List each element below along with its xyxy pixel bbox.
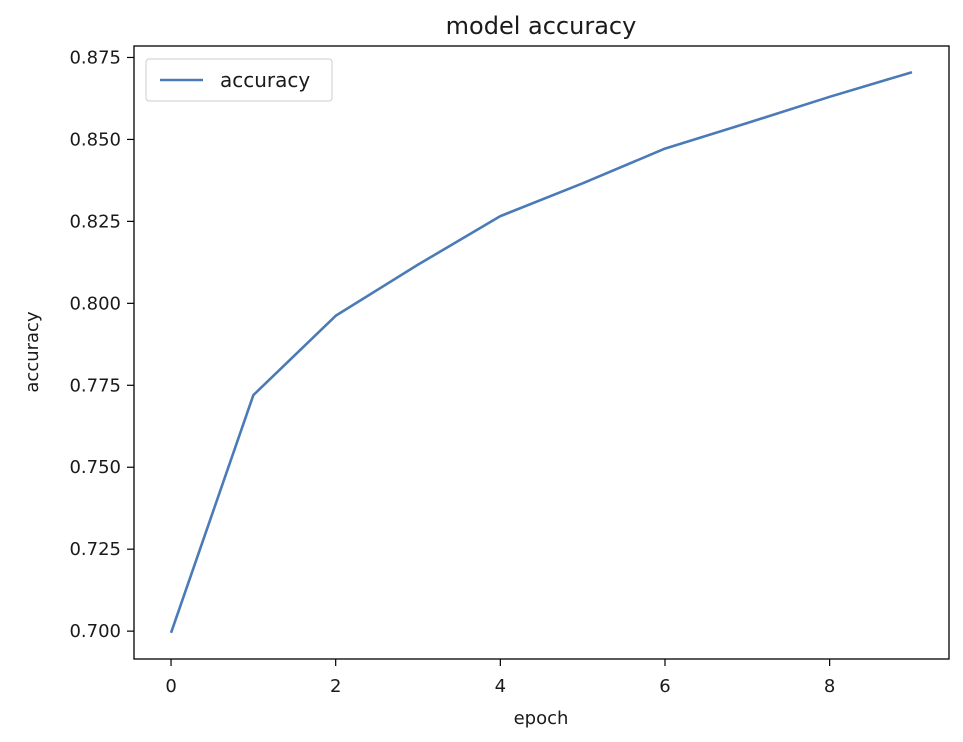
series-line-accuracy <box>169 70 913 634</box>
x-tick-label: 8 <box>824 676 835 697</box>
x-tick-label: 0 <box>165 676 176 697</box>
y-tick-label: 0.800 <box>69 293 121 314</box>
y-tick-label: 0.775 <box>69 375 121 396</box>
y-tick-label: 0.700 <box>69 621 121 642</box>
y-tick-label: 0.875 <box>69 47 121 68</box>
y-axis-label: accuracy <box>22 311 43 393</box>
y-tick-label: 0.725 <box>69 539 121 560</box>
y-tick-label: 0.825 <box>69 211 121 232</box>
y-axis: 0.700 0.725 0.750 0.775 0.800 0.825 0.850 0.875 <box>69 47 134 642</box>
x-axis: 0 2 4 6 8 <box>165 659 835 697</box>
x-tick-label: 4 <box>495 676 506 697</box>
y-tick-label: 0.850 <box>69 129 121 150</box>
x-tick-label: 6 <box>659 676 670 697</box>
legend-box <box>145 58 333 102</box>
series-layer <box>169 70 913 634</box>
y-tick-label: 0.750 <box>69 457 121 478</box>
legend-label: accuracy <box>220 68 310 92</box>
x-tick-label: 2 <box>330 676 341 697</box>
axes-frame <box>133 45 950 660</box>
chart-title: model accuracy <box>446 12 637 40</box>
x-axis-label: epoch <box>514 708 569 729</box>
legend: accuracy <box>145 58 333 102</box>
